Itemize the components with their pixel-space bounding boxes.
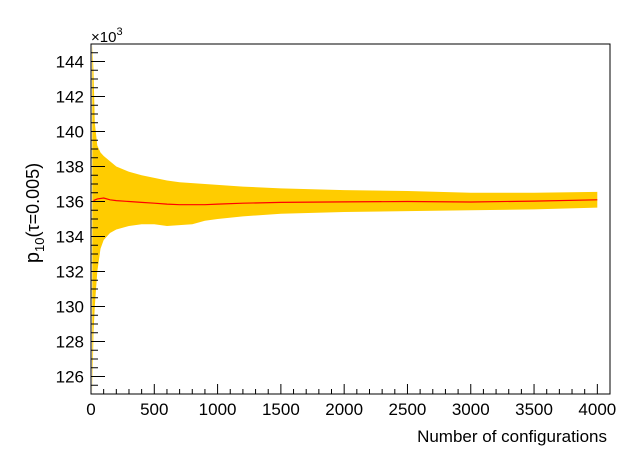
y-tick-label: 144 (56, 53, 84, 72)
x-tick-label: 3000 (452, 400, 490, 419)
x-tick-label: 4000 (578, 400, 616, 419)
x-tick-label: 2000 (325, 400, 363, 419)
x-axis: 0 500 1000 1500 2000 2500 3000 3500 4000 (86, 384, 616, 419)
x-axis-title: Number of configurations (417, 427, 607, 446)
y-axis-title-subscript: 10 (32, 238, 47, 252)
y-tick-label: 132 (56, 263, 84, 282)
y-tick-label: 142 (56, 88, 84, 107)
y-tick-label: 134 (56, 228, 84, 247)
y-axis-multiplier: ×103 (91, 26, 123, 46)
x-tick-label: 0 (86, 400, 95, 419)
y-tick-label: 140 (56, 123, 84, 142)
band-layer (92, 44, 598, 394)
y-multiplier-exponent: 3 (116, 26, 122, 38)
y-tick-label: 138 (56, 158, 84, 177)
uncertainty-band (92, 44, 598, 394)
line-layer (93, 197, 598, 206)
y-multiplier-prefix: ×10 (91, 29, 116, 46)
y-tick-label: 130 (56, 298, 84, 317)
x-tick-label: 3500 (515, 400, 553, 419)
x-tick-label: 1000 (199, 400, 237, 419)
y-tick-label: 128 (56, 333, 84, 352)
x-tick-label: 2500 (389, 400, 427, 419)
y-axis-title: p10(τ=0.005) (22, 163, 47, 263)
y-tick-label: 126 (56, 368, 84, 387)
y-axis-title-suffix: (τ=0.005) (23, 163, 43, 238)
y-tick-label: 136 (56, 193, 84, 212)
x-tick-label: 500 (140, 400, 168, 419)
y-axis: 126 128 130 132 134 136 138 140 142 144 (56, 43, 105, 395)
y-axis-title-prefix: p (22, 252, 44, 263)
x-tick-label: 1500 (262, 400, 300, 419)
central-value-line (93, 197, 598, 206)
